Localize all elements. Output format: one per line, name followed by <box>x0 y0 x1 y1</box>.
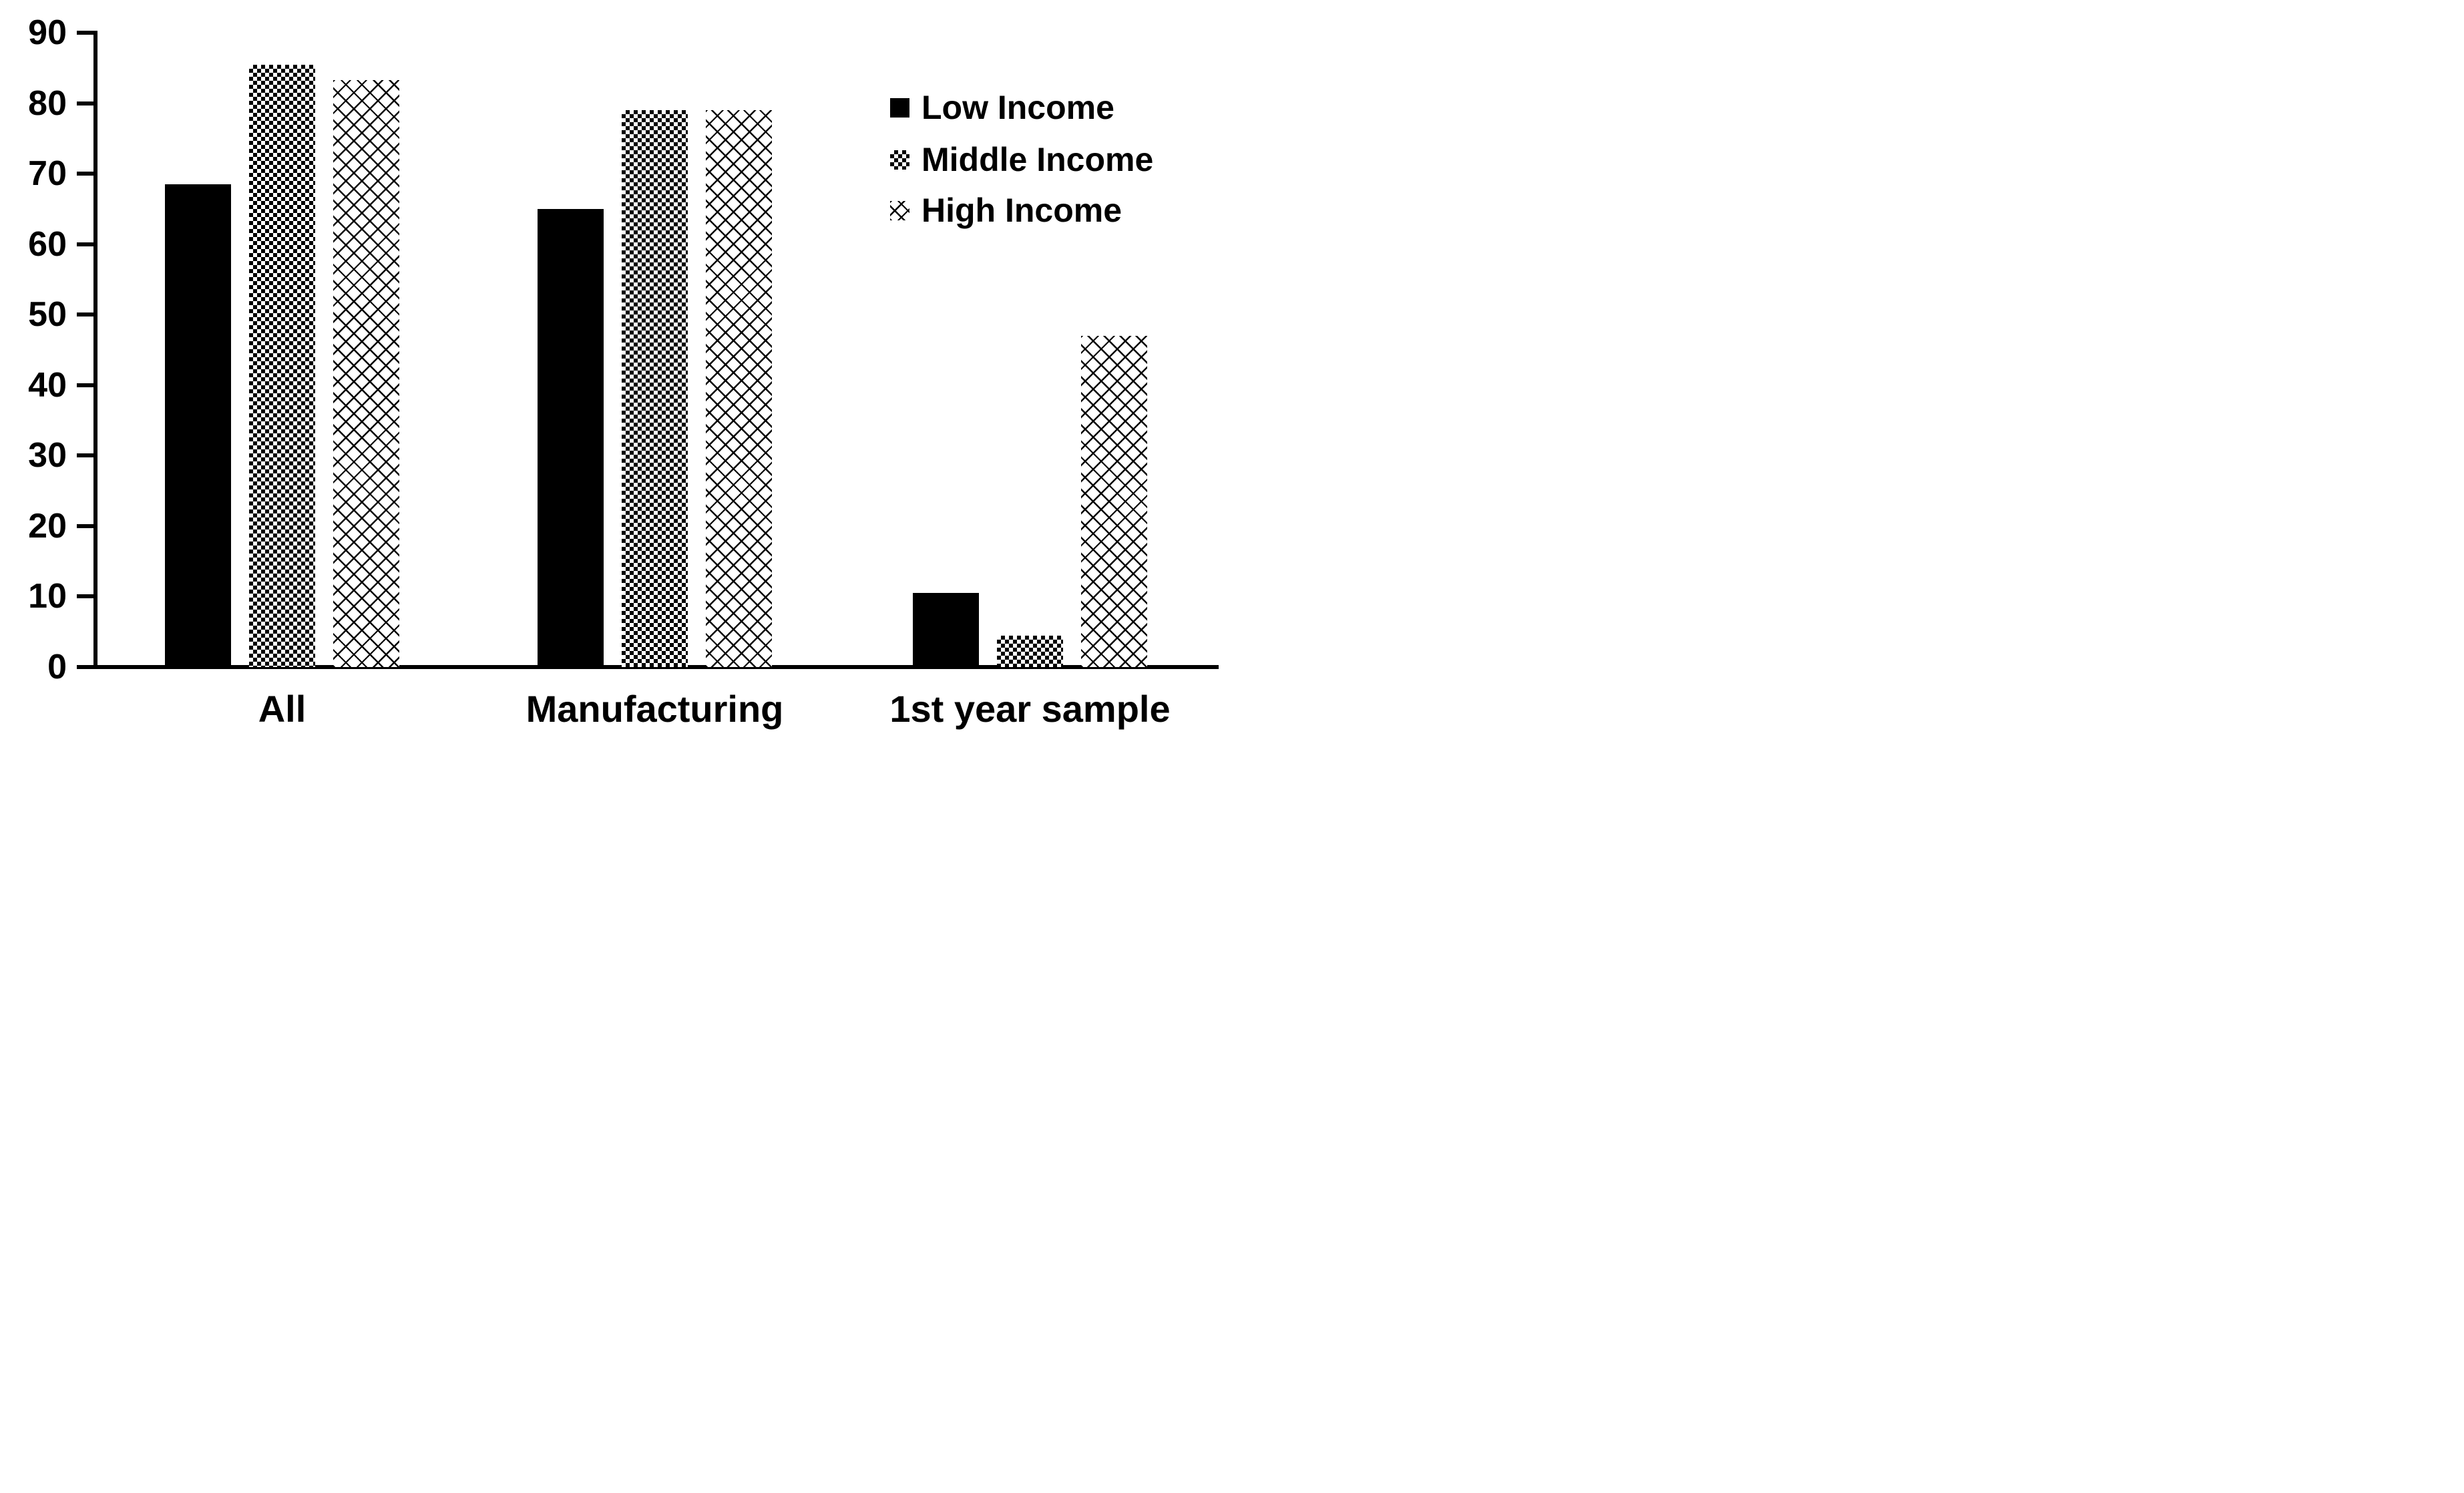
y-tick-label-30: 30 <box>28 436 67 475</box>
bar-all-low-income <box>165 184 231 667</box>
y-tick-0 <box>77 665 95 669</box>
y-tick-20 <box>77 523 95 528</box>
x-category-label-1st-year-sample: 1st year sample <box>889 688 1171 730</box>
bar-manufacturing-middle-income <box>622 110 688 667</box>
bar-1st-year-sample-low-income <box>913 593 979 667</box>
legend-item-low-income: Low Income <box>890 87 1114 128</box>
solid-black-square-icon <box>890 97 909 118</box>
y-tick-90 <box>77 31 95 35</box>
checker-square-icon <box>890 150 909 170</box>
legend-item-middle-income: Middle Income <box>890 140 1153 180</box>
y-tick-label-80: 80 <box>28 83 67 123</box>
x-axis-line <box>93 665 1219 669</box>
bar-1st-year-sample-high-income <box>1081 335 1147 667</box>
y-tick-label-10: 10 <box>28 577 67 616</box>
bar-chart: 0 10 20 30 40 50 60 70 80 90 All Manufacturing 1st … <box>0 0 1232 746</box>
bar-manufacturing-high-income <box>706 110 772 667</box>
legend-label: Middle Income <box>921 141 1154 178</box>
y-tick-label-70: 70 <box>28 154 67 194</box>
y-tick-50 <box>77 312 95 317</box>
y-tick-label-50: 50 <box>28 295 67 335</box>
legend-label: High Income <box>921 192 1122 229</box>
legend-item-high-income: High Income <box>890 190 1122 230</box>
legend-label: Low Income <box>921 89 1114 126</box>
bar-1st-year-sample-middle-income <box>997 635 1063 667</box>
y-tick-label-0: 0 <box>47 648 67 686</box>
y-tick-70 <box>77 172 95 176</box>
bar-all-high-income <box>333 79 399 667</box>
y-tick-40 <box>77 383 95 387</box>
y-tick-label-40: 40 <box>28 365 67 405</box>
bar-all-middle-income <box>249 64 315 667</box>
x-category-label-all: All <box>258 688 306 730</box>
y-tick-label-20: 20 <box>28 506 67 546</box>
y-tick-80 <box>77 101 95 105</box>
y-tick-10 <box>77 594 95 599</box>
crosshatch-square-icon <box>890 200 909 220</box>
y-tick-label-60: 60 <box>28 224 67 264</box>
y-axis-line <box>93 31 97 669</box>
bar-manufacturing-low-income <box>538 208 604 667</box>
y-tick-label-90: 90 <box>28 13 67 52</box>
y-tick-60 <box>77 242 95 246</box>
y-tick-30 <box>77 453 95 458</box>
x-category-label-manufacturing: Manufacturing <box>526 688 784 730</box>
